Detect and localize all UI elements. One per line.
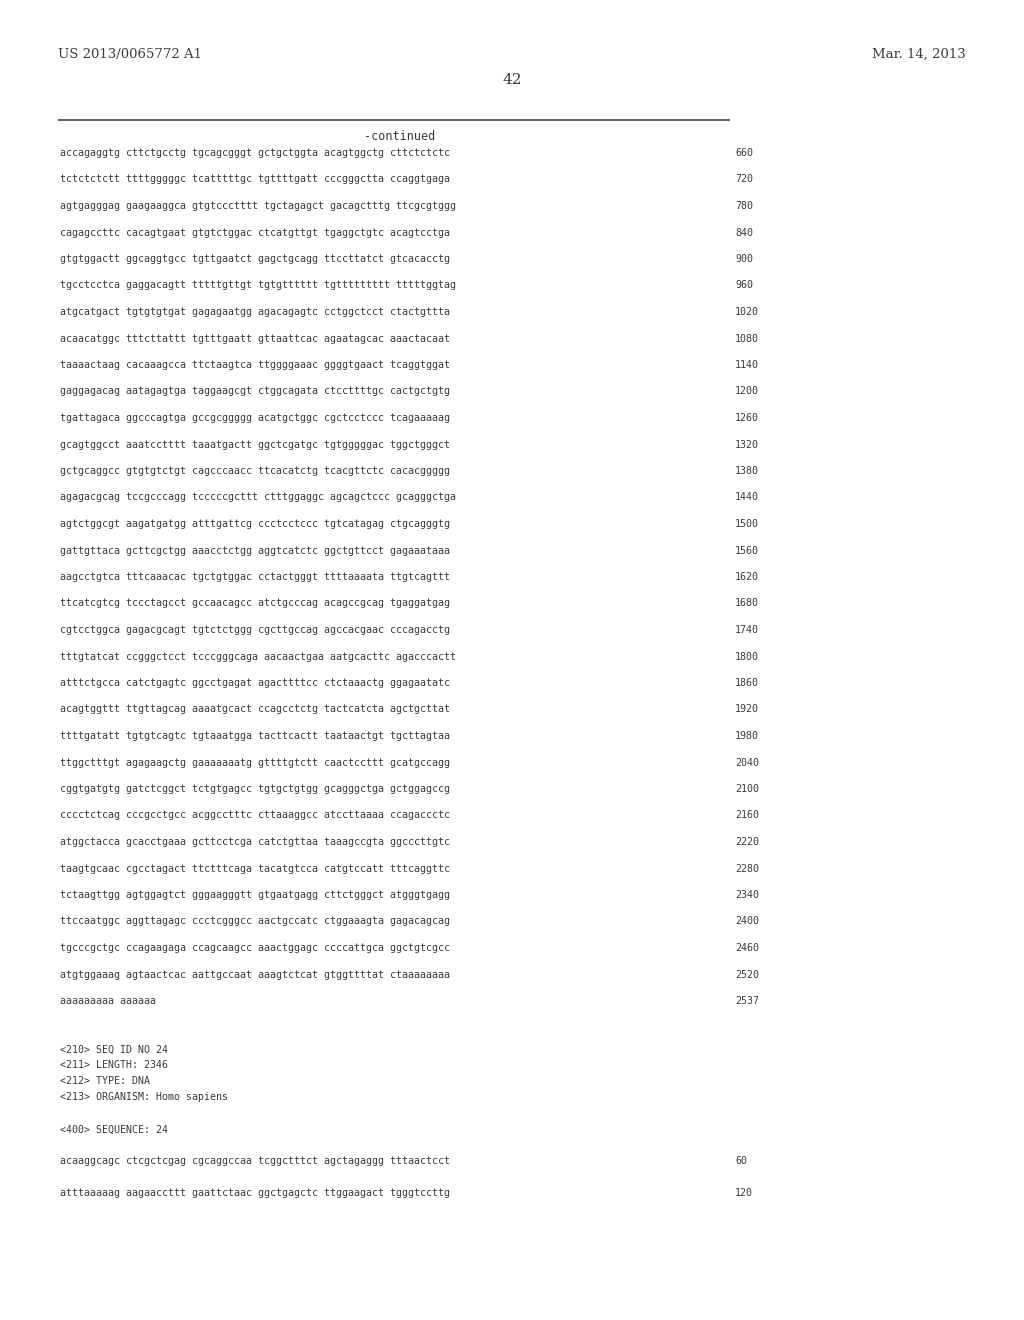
Text: gattgttaca gcttcgctgg aaacctctgg aggtcatctc ggctgttcct gagaaataaa: gattgttaca gcttcgctgg aaacctctgg aggtcat… [60,545,450,556]
Text: <213> ORGANISM: Homo sapiens: <213> ORGANISM: Homo sapiens [60,1093,228,1102]
Text: US 2013/0065772 A1: US 2013/0065772 A1 [58,48,202,61]
Text: ttttgatatt tgtgtcagtc tgtaaatgga tacttcactt taataactgt tgcttagtaa: ttttgatatt tgtgtcagtc tgtaaatgga tacttca… [60,731,450,741]
Text: 2460: 2460 [735,942,759,953]
Text: 1680: 1680 [735,598,759,609]
Text: <210> SEQ ID NO 24: <210> SEQ ID NO 24 [60,1044,168,1055]
Text: 1020: 1020 [735,308,759,317]
Text: agtgagggag gaagaaggca gtgtccctttt tgctagagct gacagctttg ttcgcgtggg: agtgagggag gaagaaggca gtgtccctttt tgctag… [60,201,456,211]
Text: 720: 720 [735,174,753,185]
Text: 1980: 1980 [735,731,759,741]
Text: accagaggtg cttctgcctg tgcagcgggt gctgctggta acagtggctg cttctctctc: accagaggtg cttctgcctg tgcagcgggt gctgctg… [60,148,450,158]
Text: tgattagaca ggcccagtga gccgcggggg acatgctggc cgctcctccc tcagaaaaag: tgattagaca ggcccagtga gccgcggggg acatgct… [60,413,450,422]
Text: 960: 960 [735,281,753,290]
Text: 1200: 1200 [735,387,759,396]
Text: 1500: 1500 [735,519,759,529]
Text: atttaaaaag aagaaccttt gaattctaac ggctgagctc ttggaagact tgggtccttg: atttaaaaag aagaaccttt gaattctaac ggctgag… [60,1188,450,1199]
Text: atgtggaaag agtaactcac aattgccaat aaagtctcat gtggttttat ctaaaaaaaa: atgtggaaag agtaactcac aattgccaat aaagtct… [60,969,450,979]
Text: cggtgatgtg gatctcggct tctgtgagcc tgtgctgtgg gcagggctga gctggagccg: cggtgatgtg gatctcggct tctgtgagcc tgtgctg… [60,784,450,795]
Text: acagtggttt ttgttagcag aaaatgcact ccagcctctg tactcatcta agctgcttat: acagtggttt ttgttagcag aaaatgcact ccagcct… [60,705,450,714]
Text: <212> TYPE: DNA: <212> TYPE: DNA [60,1077,150,1086]
Text: tttgtatcat ccgggctcct tcccgggcaga aacaactgaa aatgcacttc agacccactt: tttgtatcat ccgggctcct tcccgggcaga aacaac… [60,652,456,661]
Text: 1560: 1560 [735,545,759,556]
Text: atggctacca gcacctgaaa gcttcctcga catctgttaa taaagccgta ggcccttgtc: atggctacca gcacctgaaa gcttcctcga catctgt… [60,837,450,847]
Text: atgcatgact tgtgtgtgat gagagaatgg agacagagtc cctggctcct ctactgttta: atgcatgact tgtgtgtgat gagagaatgg agacaga… [60,308,450,317]
Text: 2537: 2537 [735,997,759,1006]
Text: tctctctctt ttttgggggc tcatttttgc tgttttgatt cccgggctta ccaggtgaga: tctctctctt ttttgggggc tcatttttgc tgttttg… [60,174,450,185]
Text: 2280: 2280 [735,863,759,874]
Text: ttggctttgt agagaagctg gaaaaaaatg gttttgtctt caactccttt gcatgccagg: ttggctttgt agagaagctg gaaaaaaatg gttttgt… [60,758,450,767]
Text: gtgtggactt ggcaggtgcc tgttgaatct gagctgcagg ttccttatct gtcacacctg: gtgtggactt ggcaggtgcc tgttgaatct gagctgc… [60,253,450,264]
Text: agtctggcgt aagatgatgg atttgattcg ccctcctccc tgtcatagag ctgcagggtg: agtctggcgt aagatgatgg atttgattcg ccctcct… [60,519,450,529]
Text: 1440: 1440 [735,492,759,503]
Text: 1380: 1380 [735,466,759,477]
Text: 2520: 2520 [735,969,759,979]
Text: 2040: 2040 [735,758,759,767]
Text: 840: 840 [735,227,753,238]
Text: aagcctgtca tttcaaacac tgctgtggac cctactgggt ttttaaaata ttgtcagttt: aagcctgtca tttcaaacac tgctgtggac cctactg… [60,572,450,582]
Text: 1080: 1080 [735,334,759,343]
Text: tgcccgctgc ccagaagaga ccagcaagcc aaactggagc ccccattgca ggctgtcgcc: tgcccgctgc ccagaagaga ccagcaagcc aaactgg… [60,942,450,953]
Text: cgtcctggca gagacgcagt tgtctctggg cgcttgccag agccacgaac cccagacctg: cgtcctggca gagacgcagt tgtctctggg cgcttgc… [60,624,450,635]
Text: tctaagttgg agtggagtct gggaagggtt gtgaatgagg cttctgggct atgggtgagg: tctaagttgg agtggagtct gggaagggtt gtgaatg… [60,890,450,900]
Text: taagtgcaac cgcctagact ttctttcaga tacatgtcca catgtccatt tttcaggttc: taagtgcaac cgcctagact ttctttcaga tacatgt… [60,863,450,874]
Text: gctgcaggcc gtgtgtctgt cagcccaacc ttcacatctg tcacgttctc cacacggggg: gctgcaggcc gtgtgtctgt cagcccaacc ttcacat… [60,466,450,477]
Text: gcagtggcct aaatcctttt taaatgactt ggctcgatgc tgtgggggac tggctgggct: gcagtggcct aaatcctttt taaatgactt ggctcga… [60,440,450,450]
Text: 42: 42 [502,73,522,87]
Text: 1140: 1140 [735,360,759,370]
Text: agagacgcag tccgcccagg tcccccgcttt ctttggaggc agcagctccc gcagggctga: agagacgcag tccgcccagg tcccccgcttt ctttgg… [60,492,456,503]
Text: 780: 780 [735,201,753,211]
Text: 2100: 2100 [735,784,759,795]
Text: 120: 120 [735,1188,753,1199]
Text: 1800: 1800 [735,652,759,661]
Text: cagagccttc cacagtgaat gtgtctggac ctcatgttgt tgaggctgtc acagtcctga: cagagccttc cacagtgaat gtgtctggac ctcatgt… [60,227,450,238]
Text: acaacatggc tttcttattt tgtttgaatt gttaattcac agaatagcac aaactacaat: acaacatggc tttcttattt tgtttgaatt gttaatt… [60,334,450,343]
Text: ttcatcgtcg tccctagcct gccaacagcc atctgcccag acagccgcag tgaggatgag: ttcatcgtcg tccctagcct gccaacagcc atctgcc… [60,598,450,609]
Text: cccctctcag cccgcctgcc acggcctttc cttaaaggcc atccttaaaa ccagaccctc: cccctctcag cccgcctgcc acggcctttc cttaaag… [60,810,450,821]
Text: 2160: 2160 [735,810,759,821]
Text: 2220: 2220 [735,837,759,847]
Text: <400> SEQUENCE: 24: <400> SEQUENCE: 24 [60,1125,168,1134]
Text: aaaaaaaaa aaaaaa: aaaaaaaaa aaaaaa [60,997,156,1006]
Text: -continued: -continued [365,129,435,143]
Text: 1860: 1860 [735,678,759,688]
Text: taaaactaag cacaaagcca ttctaagtca ttggggaaac ggggtgaact tcaggtggat: taaaactaag cacaaagcca ttctaagtca ttgggga… [60,360,450,370]
Text: atttctgcca catctgagtc ggcctgagat agacttttcc ctctaaactg ggagaatatc: atttctgcca catctgagtc ggcctgagat agacttt… [60,678,450,688]
Text: 1320: 1320 [735,440,759,450]
Text: Mar. 14, 2013: Mar. 14, 2013 [872,48,966,61]
Text: 2340: 2340 [735,890,759,900]
Text: 2400: 2400 [735,916,759,927]
Text: ttccaatggc aggttagagc ccctcgggcc aactgccatc ctggaaagta gagacagcag: ttccaatggc aggttagagc ccctcgggcc aactgcc… [60,916,450,927]
Text: gaggagacag aatagagtga taggaagcgt ctggcagata ctccttttgc cactgctgtg: gaggagacag aatagagtga taggaagcgt ctggcag… [60,387,450,396]
Text: 60: 60 [735,1156,746,1167]
Text: 1260: 1260 [735,413,759,422]
Text: acaaggcagc ctcgctcgag cgcaggccaa tcggctttct agctagaggg tttaactcct: acaaggcagc ctcgctcgag cgcaggccaa tcggctt… [60,1156,450,1167]
Text: 1620: 1620 [735,572,759,582]
Text: tgcctcctca gaggacagtt tttttgttgt tgtgtttttt tgttttttttt tttttggtag: tgcctcctca gaggacagtt tttttgttgt tgtgttt… [60,281,456,290]
Text: 900: 900 [735,253,753,264]
Text: 1740: 1740 [735,624,759,635]
Text: 1920: 1920 [735,705,759,714]
Text: 660: 660 [735,148,753,158]
Text: <211> LENGTH: 2346: <211> LENGTH: 2346 [60,1060,168,1071]
